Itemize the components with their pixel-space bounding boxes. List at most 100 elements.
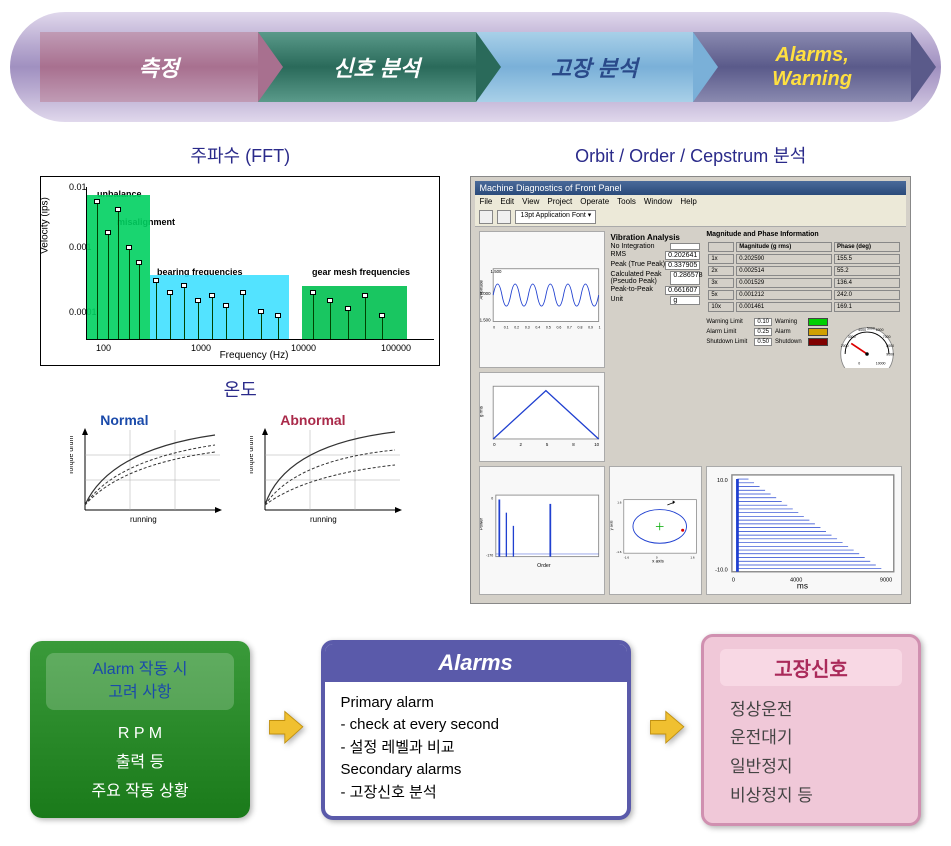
- orbit-gauge: 300040005000 60007000 80009000 200010000…: [832, 318, 902, 368]
- pink-body: 정상운전운전대기일반정지비상정지 등: [720, 696, 902, 812]
- fft-title: 주파수 (FFT): [40, 142, 440, 168]
- svg-text:6000: 6000: [876, 328, 884, 332]
- menu-item[interactable]: File: [479, 197, 492, 206]
- svg-text:3000: 3000: [848, 335, 856, 339]
- menu-item[interactable]: View: [522, 197, 539, 206]
- step-label: 신호 분석: [333, 51, 420, 83]
- svg-text:0.2: 0.2: [515, 326, 520, 330]
- orbit-order-spectrum: Power Order 0 -170: [479, 466, 604, 595]
- svg-text:2: 2: [520, 442, 523, 447]
- fft-temp-column: 주파수 (FFT) Velocity (ips) Frequency (Hz) …: [40, 142, 440, 604]
- temp-label-normal: Normal: [100, 412, 148, 428]
- orbit-panel-window: Machine Diagnostics of Front Panel File E…: [470, 176, 911, 604]
- limit-row: Alarm Limit0.25Alarm: [706, 328, 828, 336]
- temp-xaxis: running: [130, 515, 157, 524]
- green-line: R P M: [46, 720, 234, 749]
- pink-line: 비상정지 등: [730, 782, 902, 811]
- vib-row: Peak (True Peak)0.337905: [611, 261, 701, 270]
- blue-line: - check at every second: [341, 714, 611, 737]
- limit-row: Shutdown Limit0.50Shutdown: [706, 338, 828, 346]
- menu-item[interactable]: Window: [644, 197, 672, 206]
- svg-text:Amplitude: Amplitude: [480, 279, 484, 299]
- svg-text:0.1: 0.1: [504, 326, 509, 330]
- svg-text:4000: 4000: [790, 577, 802, 583]
- vib-row: Unitg: [611, 296, 701, 305]
- svg-text:0.9: 0.9: [589, 326, 594, 330]
- orbit-magphase: Magnitude and Phase Information Magnitud…: [706, 231, 902, 368]
- flow-arrow-icon: [646, 707, 687, 752]
- svg-text:0.000: 0.000: [480, 291, 491, 296]
- svg-text:y axis: y axis: [610, 520, 613, 530]
- menu-item[interactable]: Help: [680, 197, 696, 206]
- svg-text:0.3: 0.3: [525, 326, 530, 330]
- svg-text:x axis: x axis: [652, 558, 664, 563]
- toolbar-btn-icon[interactable]: [479, 210, 493, 224]
- orbit-title: Orbit / Order / Cepstrum 분석: [470, 142, 911, 168]
- svg-text:0: 0: [494, 442, 497, 447]
- svg-text:1.500: 1.500: [491, 269, 503, 274]
- orbit-triangle-chart: g rms 025810: [479, 372, 604, 462]
- vib-row: RMS0.202641: [611, 251, 701, 260]
- fft-annot-gear: gear mesh frequencies: [312, 267, 410, 277]
- svg-text:0: 0: [655, 556, 657, 560]
- svg-text:0: 0: [858, 361, 860, 365]
- svg-text:0.7: 0.7: [567, 326, 572, 330]
- temp-normal-svg: Torque drum running: [70, 410, 230, 530]
- green-header: Alarm 작동 시 고려 사항: [46, 653, 234, 710]
- svg-text:1.6: 1.6: [690, 556, 695, 560]
- step-measure: 측정: [40, 32, 258, 102]
- svg-text:-1.6: -1.6: [616, 550, 622, 554]
- fft-xtick: 100: [96, 343, 111, 353]
- blue-header: Alarms: [325, 644, 627, 682]
- temperature-section: 온도 Normal: [40, 376, 440, 530]
- menu-item[interactable]: Tools: [617, 197, 636, 206]
- step-alarms-warning: Alarms, Warning: [693, 32, 911, 102]
- fault-signal-box: 고장신호 정상운전운전대기일반정지비상정지 등: [701, 634, 921, 827]
- green-body: R P M출력 등주요 작동 상황: [46, 720, 234, 806]
- step-label: 측정: [139, 51, 179, 83]
- orbit-spacer: [609, 372, 703, 462]
- toolbar-dropdown[interactable]: 13pt Application Font ▾: [515, 210, 596, 224]
- orbit-sine-chart: Amplitude 1.5000.000-1.500 00.10.20.30.4…: [479, 231, 604, 368]
- blue-line: - 설정 레벨과 비교: [341, 737, 611, 760]
- vib-row: No Integration: [611, 243, 701, 250]
- flow-arrow-icon: [265, 707, 306, 752]
- svg-text:1: 1: [599, 326, 601, 330]
- vib-row: Peak-to-Peak0.661607: [611, 286, 701, 295]
- toolbar-btn-icon[interactable]: [497, 210, 511, 224]
- pink-header: 고장신호: [720, 649, 902, 686]
- blue-line: Primary alarm: [341, 692, 611, 715]
- temp-xaxis: running: [310, 515, 337, 524]
- temp-chart-abnormal: Abnormal Torque drum r: [250, 410, 410, 530]
- temp-yaxis: Torque drum: [250, 436, 255, 475]
- middle-section: 주파수 (FFT) Velocity (ips) Frequency (Hz) …: [0, 142, 951, 604]
- menu-item[interactable]: Edit: [500, 197, 514, 206]
- svg-text:0: 0: [492, 496, 494, 500]
- svg-text:0: 0: [732, 577, 735, 583]
- menu-item[interactable]: Project: [547, 197, 572, 206]
- orbit-window-title: Machine Diagnostics of Front Panel: [475, 181, 906, 195]
- orbit-column: Orbit / Order / Cepstrum 분석 Machine Diag…: [470, 142, 911, 604]
- svg-text:10.0: 10.0: [717, 478, 728, 484]
- step-signal-analysis: 신호 분석: [258, 32, 476, 102]
- svg-text:8000: 8000: [886, 344, 894, 348]
- step-label: Alarms, Warning: [772, 43, 852, 91]
- svg-text:0.8: 0.8: [578, 326, 583, 330]
- vib-header: Vibration Analysis: [611, 233, 701, 242]
- pink-line: 정상운전: [730, 696, 902, 725]
- green-line: 출력 등: [46, 749, 234, 778]
- svg-text:8: 8: [573, 442, 576, 447]
- svg-text:0.4: 0.4: [536, 326, 541, 330]
- svg-text:Power: Power: [480, 517, 484, 530]
- menu-item[interactable]: Operate: [580, 197, 609, 206]
- svg-text:0: 0: [494, 326, 496, 330]
- svg-text:-10.0: -10.0: [715, 568, 728, 574]
- temp-chart-normal: Normal Torque drum run: [70, 410, 230, 530]
- magphase-header: Magnitude and Phase Information: [706, 231, 902, 238]
- svg-text:7000: 7000: [883, 335, 891, 339]
- bottom-section: Alarm 작동 시 고려 사항 R P M출력 등주요 작동 상황 Alarm…: [0, 604, 951, 846]
- limit-row: Warning Limit0.10Warning: [706, 318, 828, 326]
- orbit-cascade-plot: ms 10.0-10.0 040009000: [706, 466, 902, 595]
- fft-xtick: 1000: [191, 343, 211, 353]
- temp-yaxis: Torque drum: [70, 436, 75, 475]
